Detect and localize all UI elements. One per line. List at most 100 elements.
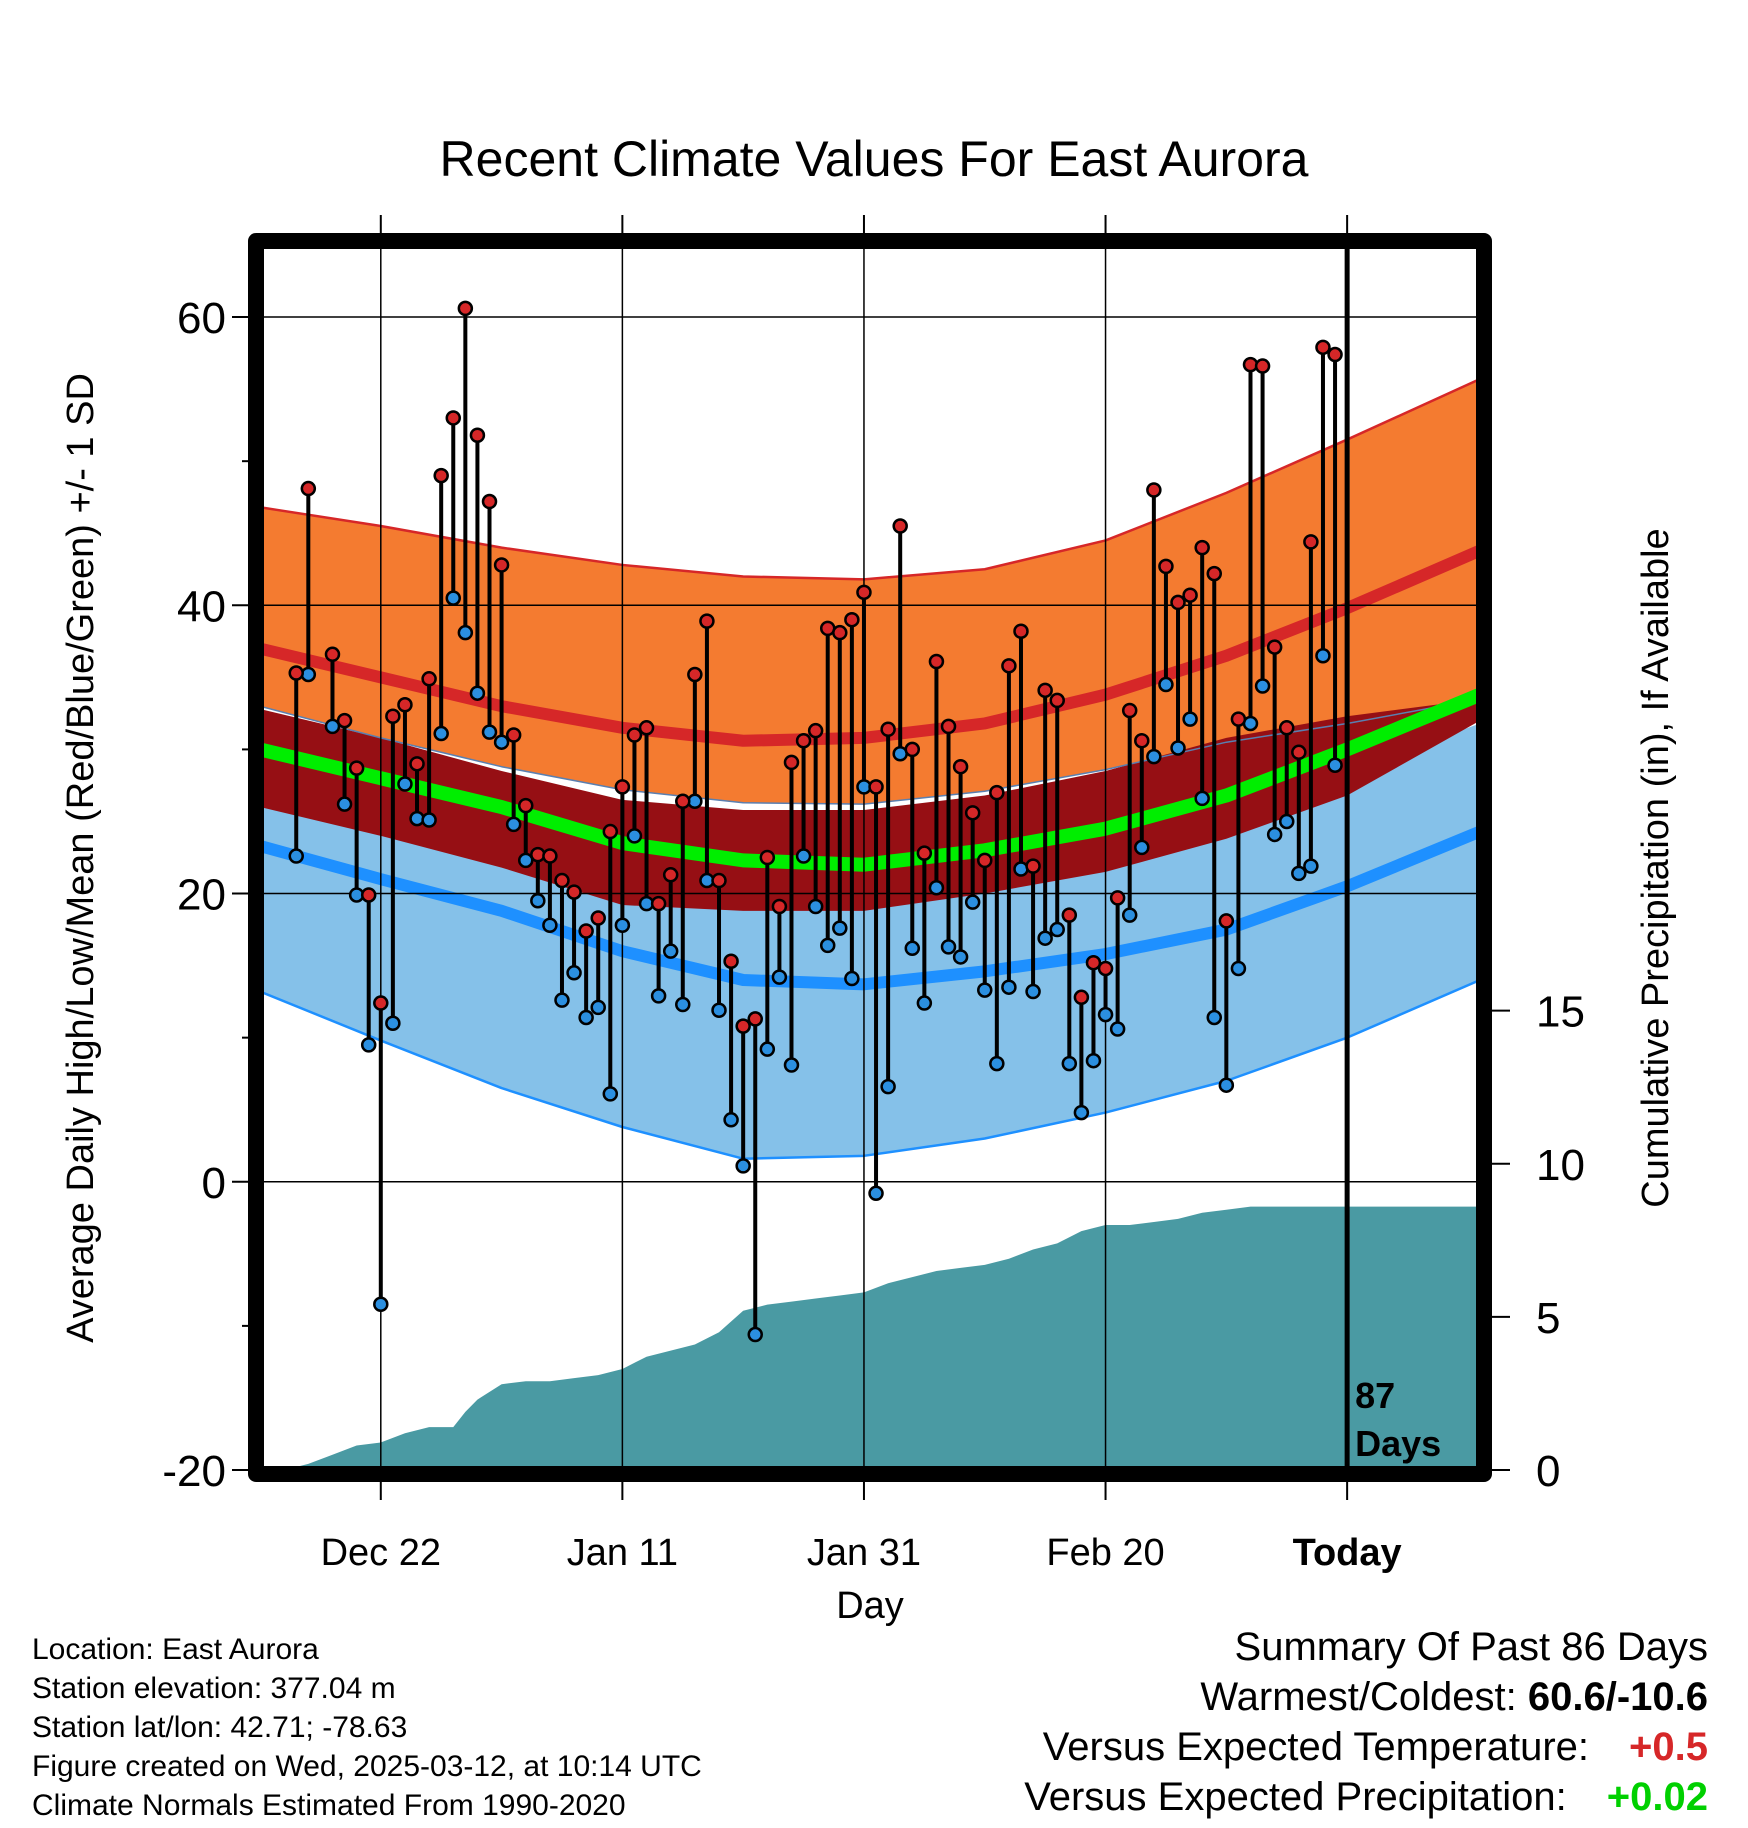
high-temp-point [904, 741, 921, 758]
low-temp-point [360, 1037, 377, 1053]
y-right-axis-label: Cumulative Precipitation (in), If Availa… [1635, 528, 1677, 1207]
low-temp-point [1170, 740, 1186, 756]
low-temp-point [566, 965, 582, 981]
high-temp-point [964, 805, 981, 821]
mean-sd-band [260, 698, 1480, 911]
high-temp-point [373, 995, 389, 1011]
high-temp-point [844, 611, 860, 628]
low-temp-point [1266, 826, 1283, 843]
high-temp-point [288, 665, 304, 681]
low-temp-point [1085, 1052, 1102, 1069]
y-tick-label: -20 [162, 1447, 226, 1496]
high-temp-point [300, 480, 317, 497]
low-temp-point [964, 894, 981, 910]
high-temp-point [1278, 720, 1295, 736]
x-axis-label: Day [836, 1585, 904, 1627]
y-right-tick-label: 0 [1536, 1447, 1560, 1496]
high-temp-point [675, 793, 691, 810]
high-temp-point [1146, 482, 1162, 498]
high-temp-point [1013, 623, 1029, 639]
high-temp-point [977, 852, 993, 869]
high-temp-point [711, 872, 727, 889]
precip-value: +0.02 [1606, 1775, 1708, 1819]
low-temp-point [795, 848, 812, 864]
low-temp-point [759, 1041, 776, 1057]
high-temp-point [699, 613, 715, 629]
low-temp-point [433, 725, 449, 742]
low-temp-point [807, 898, 824, 915]
low-temp-point [1291, 865, 1307, 882]
high-temp-point [421, 671, 437, 687]
low-temp-point [832, 920, 848, 936]
high-temp-point [1158, 558, 1174, 575]
high-temp-point [783, 754, 800, 771]
elevation-text: Station elevation: 377.04 m [32, 1672, 396, 1705]
low-temp-point [723, 1112, 739, 1128]
high-temp-point [324, 646, 341, 663]
high-temp-point [542, 848, 558, 864]
days-count-label: 87 [1355, 1375, 1395, 1416]
high-temp-point [735, 1018, 751, 1034]
low-temp-point [1073, 1104, 1090, 1121]
low-temp-point [952, 949, 969, 965]
y-right-tick-label: 5 [1536, 1294, 1560, 1343]
high-temp-point [1230, 711, 1247, 727]
low-temp-point [735, 1158, 751, 1174]
created-text: Figure created on Wed, 2025-03-12, at 10… [32, 1750, 702, 1783]
high-temp-point [433, 467, 449, 484]
high-temp-point [723, 953, 739, 970]
low-temp-point [747, 1326, 763, 1343]
plot-area [260, 245, 1480, 1470]
plot-frame [248, 233, 1492, 1482]
high-temp-point [1194, 539, 1210, 556]
low-temp-point [916, 995, 933, 1011]
temp-label: Versus Expected Temperature: [1042, 1725, 1590, 1769]
high-temp-point [1037, 682, 1053, 699]
low-temp-point [1109, 1021, 1126, 1037]
precip-label: Versus Expected Precipitation: [1024, 1775, 1567, 1819]
y-right-tick-label: 10 [1536, 1141, 1585, 1190]
low-temp-point [542, 917, 558, 933]
high-temp-point [687, 666, 703, 683]
temp-row: Versus Expected Temperature: +0.5 [1024, 1722, 1708, 1772]
high-temp-point [445, 410, 462, 426]
low-temp-point [940, 939, 957, 955]
high-temp-point [940, 718, 957, 735]
low-temp-point [1025, 983, 1041, 1000]
low-sd-band [260, 723, 1480, 1159]
high-temp-point [1315, 339, 1331, 356]
summary-panel: Summary Of Past 86 Days Warmest/Coldest:… [1024, 1622, 1708, 1822]
low-temp-point [783, 1057, 800, 1073]
low-temp-point [904, 940, 921, 957]
high-temp-point [469, 427, 486, 443]
low-temp-point [457, 624, 474, 641]
low-temp-point [1037, 930, 1053, 946]
high-temp-point [348, 760, 365, 776]
days-word-label: Days [1355, 1423, 1441, 1464]
high-temp-point [662, 867, 679, 883]
y-right-tick-label: 15 [1536, 988, 1585, 1037]
low-temp-point [614, 917, 631, 933]
low-temp-point [1001, 979, 1017, 995]
high-temp-point [747, 1011, 763, 1027]
normals-text: Climate Normals Estimated From 1990-2020 [32, 1789, 626, 1822]
high-temp-point [807, 722, 824, 739]
high-temp-point [481, 493, 498, 510]
low-temp-point [530, 892, 546, 909]
low-temp-point [1230, 960, 1247, 977]
low-temp-point [819, 937, 836, 954]
high-temp-point [759, 849, 776, 866]
summary-heading: Summary Of Past 86 Days [1234, 1625, 1708, 1669]
x-tick-label: Today [1293, 1532, 1402, 1574]
high-temp-point [1303, 534, 1319, 550]
low-temp-point [675, 996, 691, 1013]
high-temp-point [1097, 960, 1114, 977]
high-temp-point [638, 720, 655, 736]
high-temp-point [928, 653, 945, 670]
high-temp-point [1025, 858, 1041, 874]
climate-chart: 87 Days -20 0 20 40 60 Dec 22 Jan 11 Jan 31 Feb 20… [60, 215, 1677, 1627]
low-temp-point [650, 988, 667, 1004]
low-temp-point [771, 969, 788, 985]
high-temp-point [1061, 907, 1078, 923]
high-temp-point [650, 895, 667, 912]
